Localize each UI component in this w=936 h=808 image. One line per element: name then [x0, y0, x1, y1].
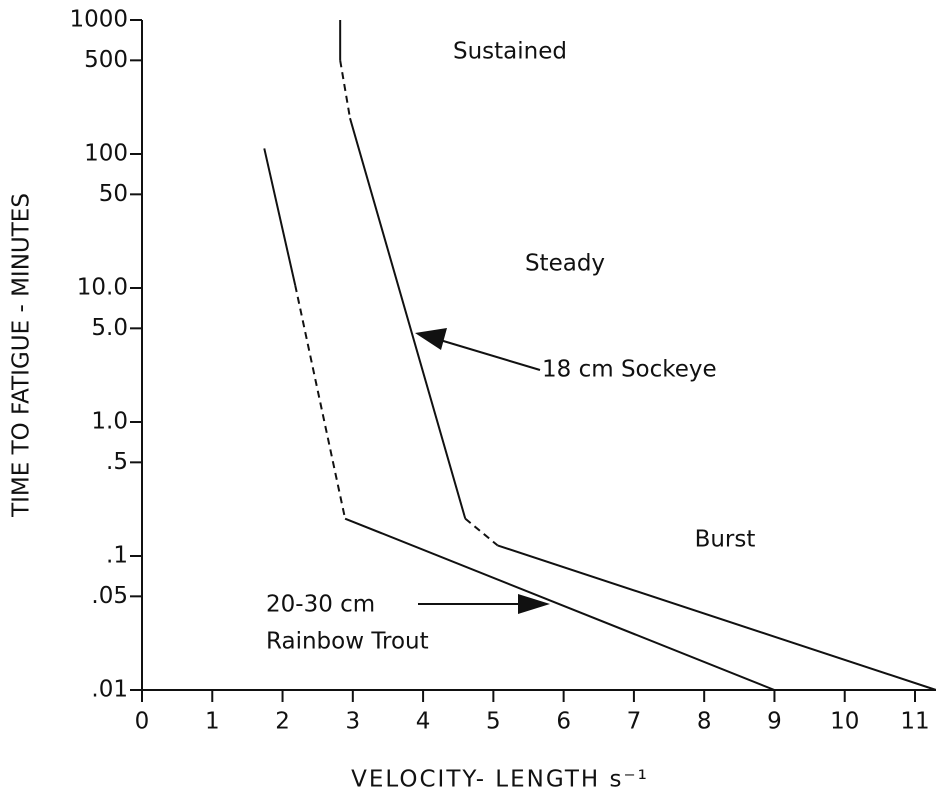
annotation: 18 cm Sockeye [542, 357, 717, 383]
arrow-head [415, 328, 447, 350]
y-tick-label: 1.0 [91, 409, 128, 435]
x-tick-label: 10 [830, 709, 859, 735]
y-tick-label: .5 [106, 449, 128, 475]
x-tick-label: 6 [556, 709, 571, 735]
x-tick-label: 3 [345, 709, 360, 735]
y-tick-label: 50 [99, 181, 128, 207]
x-tick-label: 4 [416, 709, 431, 735]
y-axis-label: TIME TO FATIGUE - MINUTES [9, 193, 35, 518]
line-segment [349, 117, 467, 519]
x-axis-label: VELOCITY- LENGTH s⁻¹ [351, 767, 649, 793]
x-tick-label: 2 [275, 709, 290, 735]
x-tick-label: 9 [767, 709, 782, 735]
y-tick-label: 100 [84, 141, 128, 167]
x-tick-label: 0 [135, 709, 150, 735]
y-tick-label: .1 [106, 543, 128, 569]
y-tick-label: .01 [91, 677, 128, 703]
x-tick-label: 1 [205, 709, 220, 735]
y-tick-label: 1000 [69, 7, 128, 33]
y-tick-label: 10.0 [77, 275, 128, 301]
line-segment [344, 517, 775, 691]
arrow [439, 339, 541, 371]
annotation: Rainbow Trout [266, 629, 429, 655]
x-tick-label: 5 [486, 709, 501, 735]
annotation: Steady [525, 251, 605, 277]
line-segment [464, 517, 499, 547]
annotation: Burst [695, 527, 756, 553]
annotation: Sustained [453, 39, 567, 65]
y-tick-label: .05 [91, 583, 128, 609]
x-tick-label: 7 [627, 709, 642, 735]
x-tick-label: 8 [697, 709, 712, 735]
line-segment [294, 284, 347, 519]
y-tick-label: 5.0 [91, 315, 128, 341]
line-segment [497, 544, 936, 691]
line-segment [263, 148, 297, 286]
arrow-head [518, 594, 550, 614]
y-tick-label: 500 [84, 47, 128, 73]
annotation: 20-30 cm [266, 592, 375, 618]
line-segment [339, 60, 351, 119]
x-tick-label: 11 [900, 709, 929, 735]
